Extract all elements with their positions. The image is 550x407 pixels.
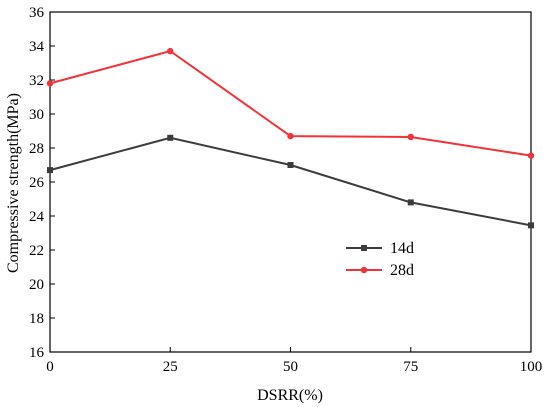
data-point-28d (407, 133, 414, 141)
y-tick-label: 16 (29, 345, 45, 361)
x-tick-label: 25 (163, 359, 178, 375)
data-point-28d (46, 80, 54, 87)
x-tick-label: 0 (46, 359, 54, 375)
series-line-14d (49, 136, 532, 227)
y-tick-label: 36 (29, 5, 45, 21)
legend-label-28d: 28d (390, 262, 414, 279)
y-tick-label: 18 (29, 311, 44, 327)
x-axis-title: DSRR(%) (257, 387, 323, 404)
y-tick-label: 24 (29, 209, 45, 225)
x-tick-label: 50 (283, 359, 298, 375)
y-axis-title: Compressive strength(MPa) (5, 93, 22, 273)
data-point-14d (47, 167, 53, 174)
x-tick-label: 100 (520, 359, 543, 375)
data-point-28d (167, 47, 174, 55)
data-point-14d (287, 162, 294, 168)
y-tick-label: 34 (29, 39, 45, 55)
data-point-14d (528, 222, 534, 229)
legend-label-14d: 14d (390, 240, 414, 257)
data-point-14d (407, 199, 414, 206)
y-tick-label: 26 (29, 175, 45, 191)
y-tick-label: 20 (29, 277, 44, 293)
data-point-14d (167, 134, 174, 141)
y-tick-label: 22 (29, 243, 44, 259)
data-point-28d (527, 152, 535, 159)
data-point-28d (287, 132, 294, 140)
x-tick-label: 75 (403, 359, 418, 375)
y-tick-label: 32 (29, 73, 44, 89)
y-tick-label: 30 (29, 107, 44, 123)
legend-marker-28d (360, 266, 368, 274)
series-line-28d (49, 50, 532, 157)
y-tick-label: 28 (29, 141, 44, 157)
legend-marker-14d (361, 245, 367, 251)
